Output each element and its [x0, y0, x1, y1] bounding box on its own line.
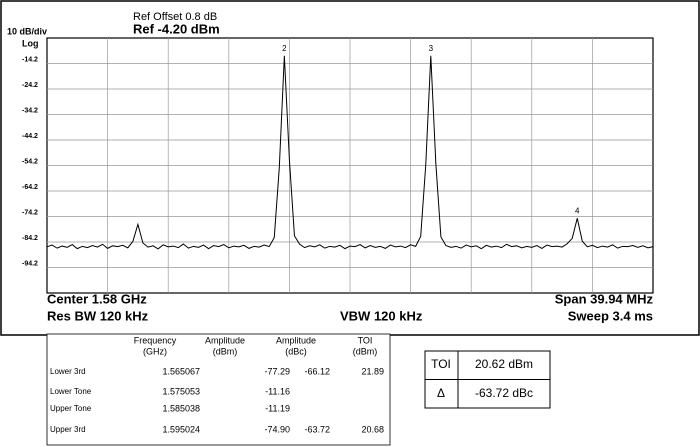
y-tick-label: -84.2	[22, 235, 38, 242]
ref-offset: Ref Offset 0.8 dB	[133, 11, 217, 23]
table-cell: -66.12	[304, 366, 330, 376]
summary-value: 20.62 dBm	[475, 357, 533, 371]
column-header: Amplitude	[205, 335, 245, 345]
table-cell: 21.89	[361, 366, 384, 376]
table-cell: -74.90	[264, 424, 290, 434]
summary-label: TOI	[431, 357, 451, 371]
marker-label: 3	[429, 44, 434, 53]
marker-label: 2	[282, 44, 287, 53]
ref-level: Ref -4.20 dBm	[133, 21, 220, 36]
vbw: VBW 120 kHz	[340, 308, 423, 323]
marker-table-frame	[46, 333, 391, 446]
summary-value: -63.72 dBc	[475, 386, 533, 400]
y-tick-label: -14.2	[22, 56, 38, 63]
scale-label: 10 dB/div	[7, 26, 47, 36]
table-cell: -11.19	[265, 403, 290, 413]
column-header: TOI	[358, 335, 373, 345]
row-label: Upper 3rd	[50, 425, 86, 434]
table-cell: 1.565067	[162, 366, 200, 376]
column-header: Amplitude	[276, 335, 316, 345]
table-cell: 20.68	[361, 424, 384, 434]
table-cell: -63.72	[304, 424, 330, 434]
row-label: Upper Tone	[50, 404, 92, 413]
y-tick-label: -24.2	[22, 82, 38, 89]
column-header: (GHz)	[143, 346, 167, 356]
y-tick-label: -94.2	[22, 260, 38, 267]
table-cell: 1.575053	[162, 386, 200, 396]
trace	[46, 55, 654, 250]
span: Span 39.94 MHz	[555, 291, 654, 306]
summary-label: Δ	[437, 386, 445, 400]
table-cell: -11.16	[265, 386, 290, 396]
scale-type: Log	[22, 38, 39, 48]
row-label: Lower Tone	[50, 387, 92, 396]
column-header: (dBm)	[213, 346, 238, 356]
toi-summary: TOI 20.62 dBm Δ -63.72 dBc	[431, 357, 533, 400]
row-label: Lower 3rd	[50, 367, 86, 376]
y-tick-label: -44.2	[22, 133, 38, 140]
table-cell: 1.595024	[162, 424, 200, 434]
column-header: (dBm)	[353, 346, 378, 356]
marker-table: Frequency(GHz)Amplitude(dBm)Amplitude(dB…	[50, 335, 384, 434]
table-cell: -77.29	[264, 366, 290, 376]
sweep: Sweep 3.4 ms	[568, 308, 653, 323]
plot: -14.2 -24.2 -34.2 -44.2 -54.2 -64.2 -74.2 -84.2…	[22, 37, 654, 294]
marker-label: 4	[575, 206, 580, 215]
column-header: Frequency	[134, 335, 177, 345]
table-cell: 1.585038	[162, 403, 200, 413]
y-tick-label: -74.2	[22, 209, 38, 216]
y-tick-label: -34.2	[22, 107, 38, 114]
res-bw: Res BW 120 kHz	[47, 308, 149, 323]
column-header: (dBc)	[285, 346, 307, 356]
center-freq: Center 1.58 GHz	[47, 291, 147, 306]
y-tick-label: -54.2	[22, 158, 38, 165]
y-tick-label: -64.2	[22, 184, 38, 191]
